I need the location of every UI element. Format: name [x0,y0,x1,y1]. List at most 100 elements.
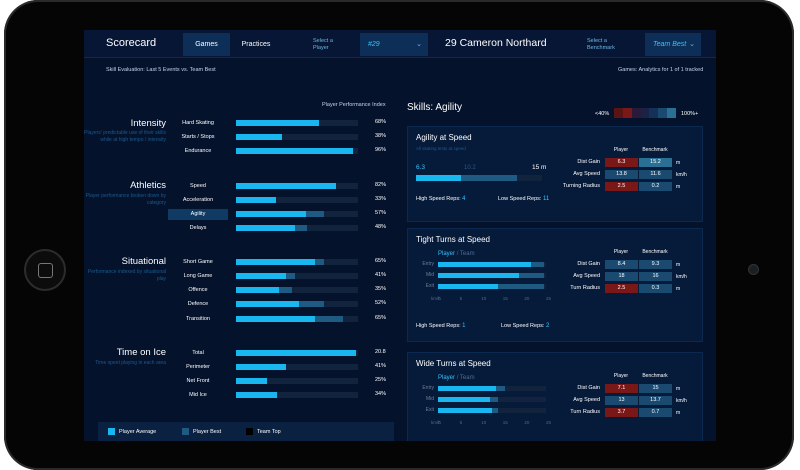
category-title: Intensity [130,118,166,129]
player-number-value: #29 [368,41,380,48]
home-button[interactable] [24,249,66,291]
metric-label[interactable]: Delays [189,225,207,231]
table-unit: m [676,160,681,166]
metric-percent: 57% [375,210,387,216]
speed-low-value: 6.3 [416,164,426,171]
player-number-select[interactable]: #29 ⌄ [360,33,428,56]
top-header: Scorecard Games Practices Select a Playe… [84,30,716,58]
metric-percent: 52% [375,300,387,306]
metric-label[interactable]: Mid Ice [189,392,207,398]
bar-label: Mid [425,396,434,402]
category-description: Time spent playing in each area [95,360,166,366]
scale-swatch [622,108,632,118]
bar-player-average [236,364,287,370]
evaluation-subtitle: Skill Evaluation: Last 5 Events vs. Team… [106,67,216,73]
metric-label[interactable]: Short Game [183,259,213,265]
axis-tick: 15 [502,420,508,425]
performance-bar [236,134,358,140]
metric-label[interactable]: Acceleration [182,197,214,203]
card-title: Wide Turns at Speed [416,359,491,368]
benchmark-select[interactable]: Team Best ⌄ [645,33,701,56]
bar-track [236,134,358,140]
table-cell-player: 7.1 [605,384,638,393]
axis-unit-label: km/h [431,296,441,301]
table-unit: m [676,184,681,190]
bar-player-average [236,197,277,203]
metric-percent: 20.8 [375,349,386,355]
legend-player-best: Player Best [182,428,221,435]
metric-label[interactable]: Starts / Stops [181,134,215,140]
tab-practices[interactable]: Practices [241,41,271,48]
metric-label[interactable]: Net Front [186,378,210,384]
bar-legend: Player / Team [438,375,475,381]
bar-player-average [236,316,316,322]
bar-player-average [236,273,287,279]
category-description: Performance indexed by situational play [87,269,166,282]
category-title: Time on Ice [116,347,166,358]
scale-swatch [640,108,650,118]
speed-mid-value: 10.2 [464,165,476,171]
app-screen: Scorecard Games Practices Select a Playe… [84,30,716,441]
metric-label[interactable]: Perimeter [186,364,210,370]
metric-label[interactable]: Transition [186,316,210,322]
benchmark-value: Team Best [653,41,687,48]
axis-tick: 10 [481,296,487,301]
axis-tick: 25 [546,296,552,301]
bar-track [236,392,358,398]
metric-label[interactable]: Long Game [183,273,213,279]
table-row-label: Dist Gain [577,385,600,391]
axis-tick: 15 [502,296,508,301]
page-title: Scorecard [106,37,157,49]
speed-bar [416,175,542,181]
chevron-down-icon: ⌄ [689,41,695,48]
table-row-label: Dist Gain [577,261,600,267]
bar-player-average [236,183,337,189]
scale-low-label: <40% [595,111,610,117]
metric-percent: 41% [375,272,387,278]
tab-games[interactable]: Games [183,33,230,56]
performance-bar [236,316,358,322]
table-unit: m [676,410,681,416]
performance-bar [236,183,358,189]
bar-legend: Player / Team [438,251,475,257]
bar-player-average [236,259,316,265]
metric-percent: 65% [375,258,387,264]
card-agility-at-speed[interactable]: Agility at Speed All skating tests at sp… [407,126,703,222]
metric-label[interactable]: Total [192,350,204,356]
card-title: Tight Turns at Speed [416,235,490,244]
metric-label[interactable]: Speed [190,183,206,189]
performance-bar [236,211,358,217]
scale-high-label: 100%+ [681,111,699,117]
card-tight-turns[interactable]: Tight Turns at Speed Player / Team Entry… [407,228,703,342]
metric-percent: 68% [375,119,387,125]
bar-label: Exit [425,283,434,289]
scale-swatch [649,108,659,118]
low-speed-reps: Low Speed Reps: 11 [498,196,550,202]
speed-high-value: 15 m [532,164,547,171]
table-cell-benchmark: 9.3 [639,260,672,269]
performance-bar [236,350,358,356]
metric-percent: 33% [375,196,387,202]
table-header-player: Player [613,249,629,255]
table-unit: m [676,262,681,268]
legend-player-average: Player Average [108,428,156,435]
metric-label[interactable]: Defence [187,301,209,307]
table-unit: km/h [676,274,687,280]
metric-label[interactable]: Offence [188,287,208,293]
metric-label[interactable]: Agility [168,209,228,220]
table-cell-player: 13.8 [605,170,638,179]
scale-swatch [614,108,623,118]
metric-percent: 41% [375,363,387,369]
table-cell-benchmark: 13.7 [639,396,672,405]
skills-title: Skills: Agility [407,102,463,113]
metric-label[interactable]: Hard Skating [182,120,214,126]
card-wide-turns[interactable]: Wide Turns at Speed Player / Team Entry M… [407,352,703,441]
metric-label[interactable]: Endurance [184,148,212,154]
bar-player-average [236,148,354,154]
bar-label: Entry [422,385,434,391]
high-speed-reps: High Speed Reps: 1 [416,323,466,329]
metric-percent: 35% [375,286,387,292]
table-unit: km/h [676,398,687,404]
table-header-player: Player [613,147,629,153]
select-player-label: Select a Player [313,38,333,51]
